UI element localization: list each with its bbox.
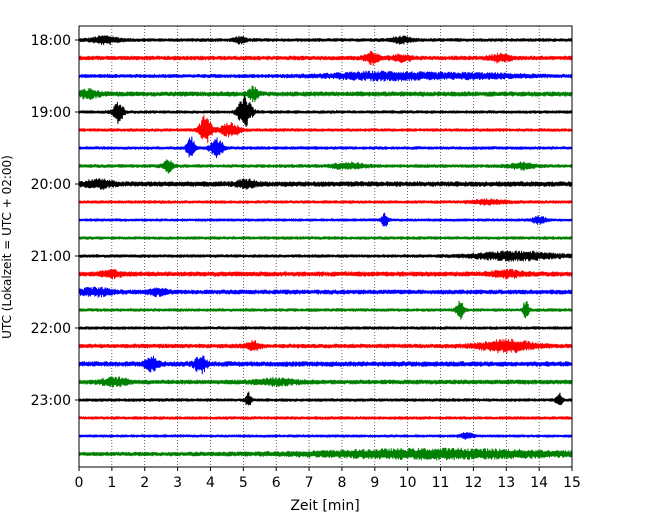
trace-1930: [78, 136, 573, 159]
trace-2200: [78, 326, 573, 330]
seismogram-traces: [78, 35, 573, 461]
trace-1845: [78, 85, 573, 103]
x-tick-label: 10: [399, 475, 417, 491]
trace-2045: [78, 236, 573, 240]
x-tick-label: 11: [432, 475, 450, 491]
x-axis: 0 1 2 3 4 5 6 7 8 9 10 11 12 13 14 15: [75, 467, 581, 491]
x-tick-label: 3: [173, 475, 182, 491]
trace-2145: [78, 300, 573, 320]
trace-2245: [78, 376, 573, 388]
y-axis-label: UTC (Lokalzeit = UTC + 02:00): [0, 155, 14, 339]
trace-2330: [78, 432, 573, 440]
trace-1800: [78, 35, 573, 46]
x-tick-label: 13: [497, 475, 515, 491]
trace-1900: [78, 94, 573, 127]
trace-2030: [78, 212, 573, 227]
y-tick-label: 23:00: [31, 393, 71, 409]
x-tick-label: 2: [140, 475, 149, 491]
trace-2115: [78, 268, 573, 280]
x-tick-label: 9: [370, 475, 379, 491]
trace-2215: [78, 338, 573, 354]
x-axis-label: Zeit [min]: [290, 498, 359, 514]
x-tick-label: 15: [563, 475, 581, 491]
y-tick-label: 21:00: [31, 249, 71, 265]
y-axis: 18:00 19:00 20:00 21:00 22:00 23:00: [31, 33, 79, 409]
trace-1830: [78, 70, 573, 82]
x-tick-label: 4: [206, 475, 215, 491]
x-tick-label: 12: [464, 475, 482, 491]
x-tick-label: 7: [305, 475, 314, 491]
y-tick-label: 19:00: [31, 105, 71, 121]
trace-2300: [78, 391, 573, 406]
y-tick-label: 22:00: [31, 321, 71, 337]
x-tick-label: 5: [239, 475, 248, 491]
x-tick-label: 6: [272, 475, 281, 491]
plot-frame: [78, 25, 573, 468]
y-tick-label: 20:00: [31, 177, 71, 193]
x-tick-label: 1: [107, 475, 116, 491]
trace-2000: [78, 178, 573, 190]
trace-2345: [78, 447, 573, 461]
trace-2015: [78, 198, 573, 206]
y-tick-label: 18:00: [31, 33, 71, 49]
x-tick-label: 0: [75, 475, 84, 491]
trace-2315: [78, 416, 573, 420]
trace-1945: [78, 159, 573, 174]
trace-2230: [78, 355, 573, 375]
trace-2100: [78, 250, 573, 262]
x-tick-label: 8: [337, 475, 346, 491]
trace-2130: [78, 286, 573, 298]
trace-1815: [78, 50, 573, 66]
trace-1915: [78, 115, 573, 144]
x-tick-label: 14: [530, 475, 548, 491]
